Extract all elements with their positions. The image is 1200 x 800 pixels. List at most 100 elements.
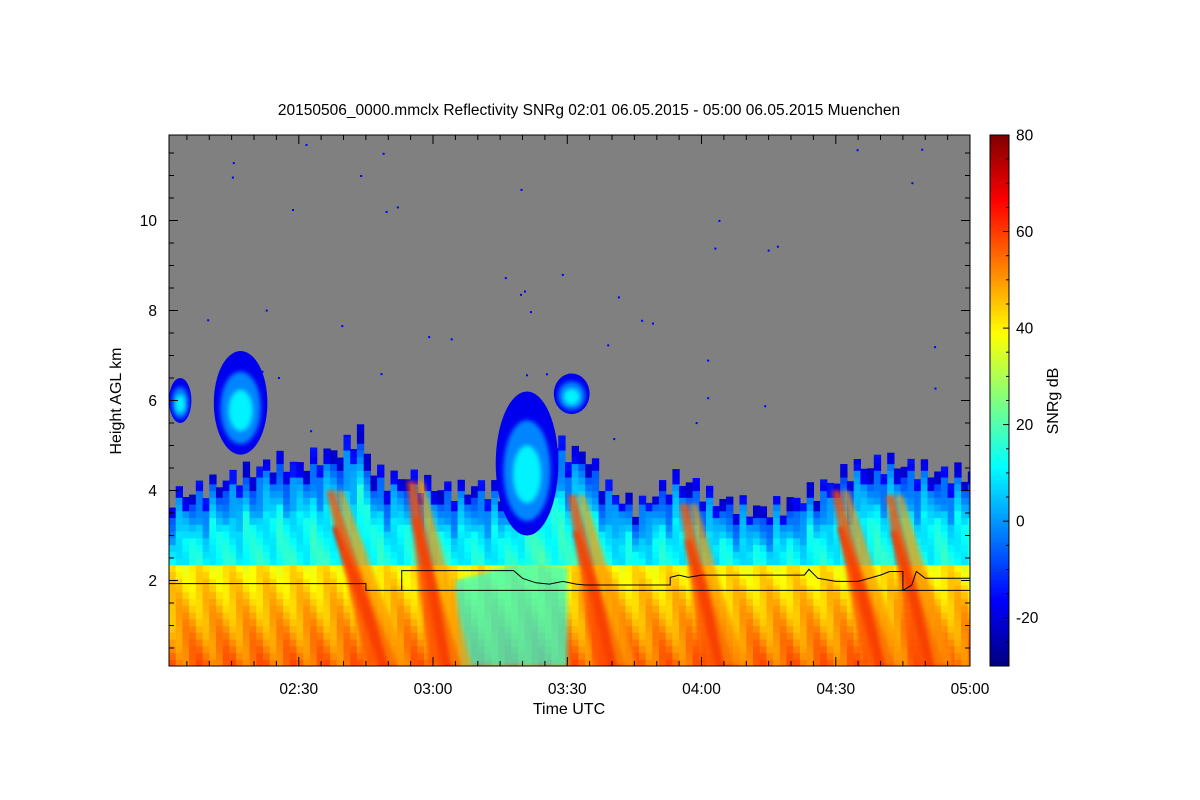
- field-cell: [625, 632, 633, 640]
- field-cell: [846, 652, 855, 660]
- field-cell: [189, 605, 197, 613]
- field-cell: [195, 659, 204, 666]
- field-cell: [612, 510, 620, 519]
- field-cell: [222, 483, 230, 492]
- field-cell: [336, 591, 345, 600]
- field-cell: [685, 482, 694, 485]
- field-cell: [672, 625, 680, 633]
- field-cell: [296, 463, 304, 471]
- field-cell: [739, 618, 747, 627]
- field-cell: [645, 571, 653, 579]
- field-cell: [410, 470, 418, 478]
- field-cell: [202, 605, 210, 613]
- field-cell: [759, 598, 767, 606]
- field-cell: [712, 544, 720, 552]
- field-cell: [289, 504, 298, 512]
- field-cell: [914, 510, 922, 519]
- fall-streak: [417, 481, 472, 666]
- field-cell: [786, 578, 794, 586]
- field-cell: [853, 504, 861, 512]
- field-cell: [410, 652, 418, 660]
- field-cell: [336, 645, 345, 654]
- field-cell: [269, 618, 277, 627]
- field-cell: [565, 659, 573, 666]
- field-cell: [759, 551, 767, 559]
- field-cell: [645, 531, 653, 539]
- noise-specks: [207, 143, 937, 441]
- field-cell: [323, 659, 331, 666]
- field-cell: [632, 524, 640, 532]
- field-cell: [961, 497, 969, 505]
- noise-speck: [695, 422, 698, 425]
- field-cell: [316, 537, 324, 546]
- field-cell: [303, 618, 311, 627]
- field-cell: [565, 524, 573, 532]
- field-cell: [484, 524, 492, 532]
- field-cell: [383, 517, 392, 525]
- field-cell: [887, 477, 895, 485]
- field-cell: [377, 470, 385, 478]
- field-cell: [779, 659, 788, 666]
- field-cell: [860, 483, 868, 492]
- field-cell: [269, 490, 277, 498]
- field-cell: [565, 483, 573, 492]
- field-cell: [853, 652, 861, 660]
- field-cell: [397, 612, 405, 620]
- field-cell: [880, 551, 888, 559]
- field-cell: [565, 605, 573, 613]
- field-cell: [719, 524, 727, 532]
- field-cell: [853, 645, 861, 654]
- field-cell: [397, 524, 405, 532]
- field-cell: [679, 537, 687, 546]
- field-cell: [766, 537, 774, 546]
- field-cell: [934, 578, 942, 586]
- field-cell: [397, 510, 405, 519]
- field-cell: [685, 504, 694, 512]
- field-cell: [310, 537, 318, 546]
- field-cell: [887, 452, 895, 458]
- field-cell: [497, 558, 506, 566]
- field-cell: [242, 578, 251, 586]
- field-cell: [591, 470, 600, 478]
- field-cell: [786, 591, 794, 600]
- field-cell: [249, 598, 257, 606]
- field-cell: [887, 605, 895, 613]
- field-cell: [216, 605, 224, 613]
- field-cell: [585, 652, 593, 660]
- field-cell: [860, 470, 868, 478]
- field-cell: [907, 458, 915, 465]
- field-cell: [625, 564, 633, 573]
- field-cell: [269, 477, 277, 485]
- field-cell: [753, 591, 761, 600]
- field-cell: [672, 598, 680, 606]
- field-cell: [806, 632, 814, 640]
- field-cell: [236, 639, 244, 647]
- field-cell: [753, 605, 761, 613]
- field-cell: [860, 497, 868, 505]
- field-cell: [618, 524, 626, 532]
- field-cell: [726, 591, 734, 600]
- field-cell: [954, 639, 962, 647]
- field-cell: [316, 571, 324, 579]
- field-cell: [967, 517, 970, 525]
- field-cell: [638, 612, 647, 620]
- field-cell: [954, 625, 962, 633]
- field-cell: [343, 470, 351, 478]
- field-cell: [209, 639, 217, 647]
- field-cell: [195, 578, 204, 586]
- field-cell: [356, 483, 365, 492]
- field-cell: [806, 551, 814, 559]
- field-cell: [256, 605, 264, 613]
- field-cell: [605, 510, 613, 519]
- field-cell: [430, 517, 439, 525]
- field-cell: [893, 504, 902, 512]
- field-cell: [967, 585, 970, 593]
- field-cell: [236, 578, 244, 586]
- y-tick-label: 4: [148, 483, 157, 500]
- field-cell: [967, 524, 970, 532]
- noise-speck: [261, 370, 264, 373]
- field-cell: [316, 639, 324, 647]
- field-cell: [229, 544, 237, 552]
- field-cell: [679, 612, 687, 620]
